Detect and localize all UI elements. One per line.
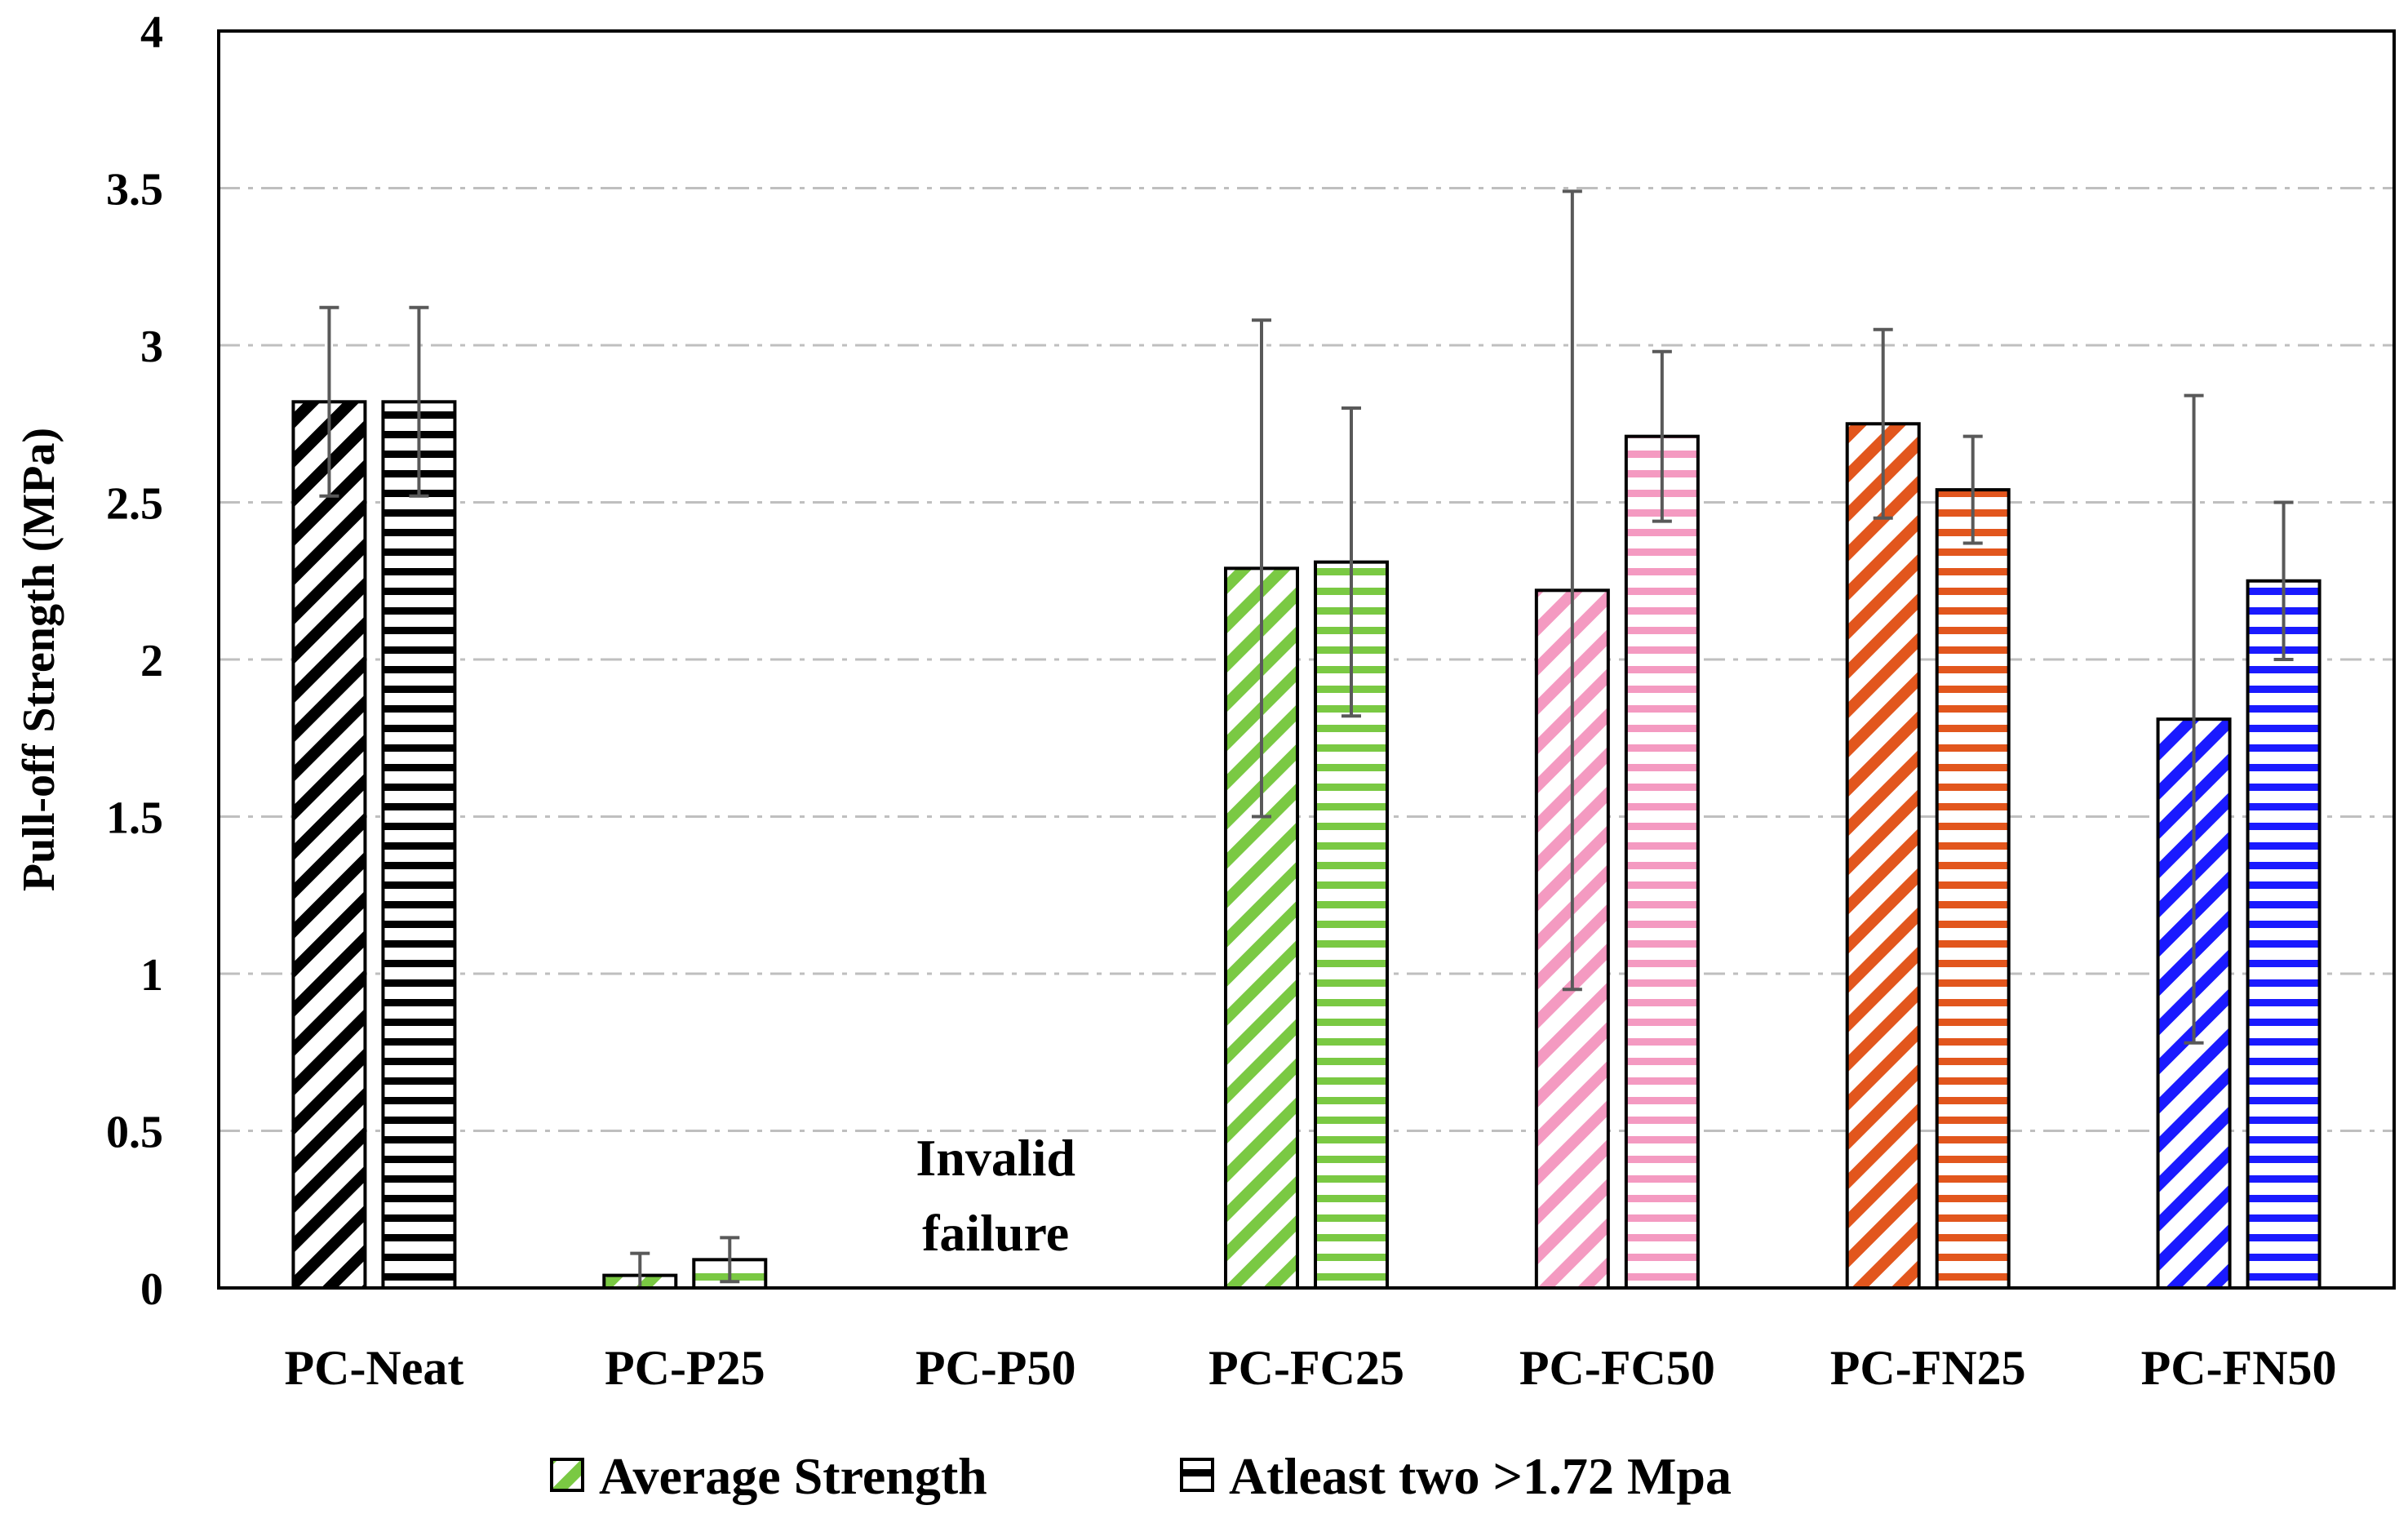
x-category-label: PC-P25: [605, 1341, 765, 1395]
error-bar: [319, 305, 339, 498]
y-tick-label: 3: [140, 322, 163, 372]
legend-swatch: [1180, 1458, 1214, 1492]
y-tick-label: 2: [140, 636, 163, 686]
error-bar: [1252, 318, 1271, 819]
x-category-label: PC-Neat: [284, 1341, 463, 1395]
x-category-label: PC-FN50: [2141, 1341, 2337, 1395]
legend-label: Atleast two >1.72 Mpa: [1229, 1447, 1732, 1505]
y-tick-label: 4: [140, 7, 163, 58]
y-tick-label: 0.5: [106, 1108, 163, 1158]
error-bar: [720, 1236, 740, 1284]
bar-pc-neat-average: [291, 400, 367, 1290]
legend-item-atleast-two: Atleast two >1.72 Mpa: [1180, 1447, 1732, 1505]
error-bar: [1341, 406, 1361, 718]
error-bar: [2184, 393, 2204, 1045]
x-category-label: PC-FC50: [1519, 1341, 1715, 1395]
annotations: Invalid failure: [916, 1129, 1075, 1262]
y-axis-ticks: 0 0.5 1 1.5 2 2.5 3 3.5 4: [106, 7, 163, 1315]
y-tick-label: 1: [140, 950, 163, 1001]
y-axis-title: Pull-off Strength (MPa): [14, 428, 64, 891]
bar-pc-neat-atleast-two: [381, 400, 457, 1290]
error-bar: [1873, 327, 1893, 520]
legend-label: Average Strength: [599, 1447, 987, 1505]
bar-pc-fn25-average: [1845, 422, 1921, 1290]
bar-pc-fc50-atleast-two: [1624, 434, 1700, 1290]
error-bar: [1562, 189, 1582, 992]
y-tick-label: 3.5: [106, 165, 163, 215]
y-tick-label: 2.5: [106, 479, 163, 530]
legend: Average Strength Atleast two >1.72 Mpa: [550, 1447, 1732, 1505]
plot-area-border: [217, 29, 2396, 1290]
legend-swatch: [550, 1458, 584, 1492]
legend-item-average-strength: Average Strength: [550, 1447, 987, 1505]
error-bar: [1962, 434, 1983, 545]
error-bar: [409, 305, 429, 498]
error-bar: [2273, 500, 2294, 661]
bars: [291, 400, 2322, 1290]
error-bar: [1652, 349, 1672, 523]
annotation-invalid-failure: failure: [922, 1204, 1069, 1262]
x-category-label: PC-P50: [916, 1341, 1076, 1395]
gridlines: [219, 187, 2394, 1132]
x-axis-labels: PC-Neat PC-P25 PC-P50 PC-FC25 PC-FC50 PC-FN25…: [284, 1341, 2336, 1395]
y-tick-label: 1.5: [106, 793, 163, 844]
bar-pc-fn25-atleast-two: [1935, 488, 2011, 1290]
bar-pc-fn50-atleast-two: [2246, 579, 2322, 1290]
x-category-label: PC-FN25: [1830, 1341, 2026, 1395]
x-category-label: PC-FC25: [1208, 1341, 1404, 1395]
annotation-invalid-failure: Invalid: [916, 1129, 1075, 1187]
y-tick-label: 0: [140, 1264, 163, 1315]
error-bars: [319, 189, 2294, 1290]
